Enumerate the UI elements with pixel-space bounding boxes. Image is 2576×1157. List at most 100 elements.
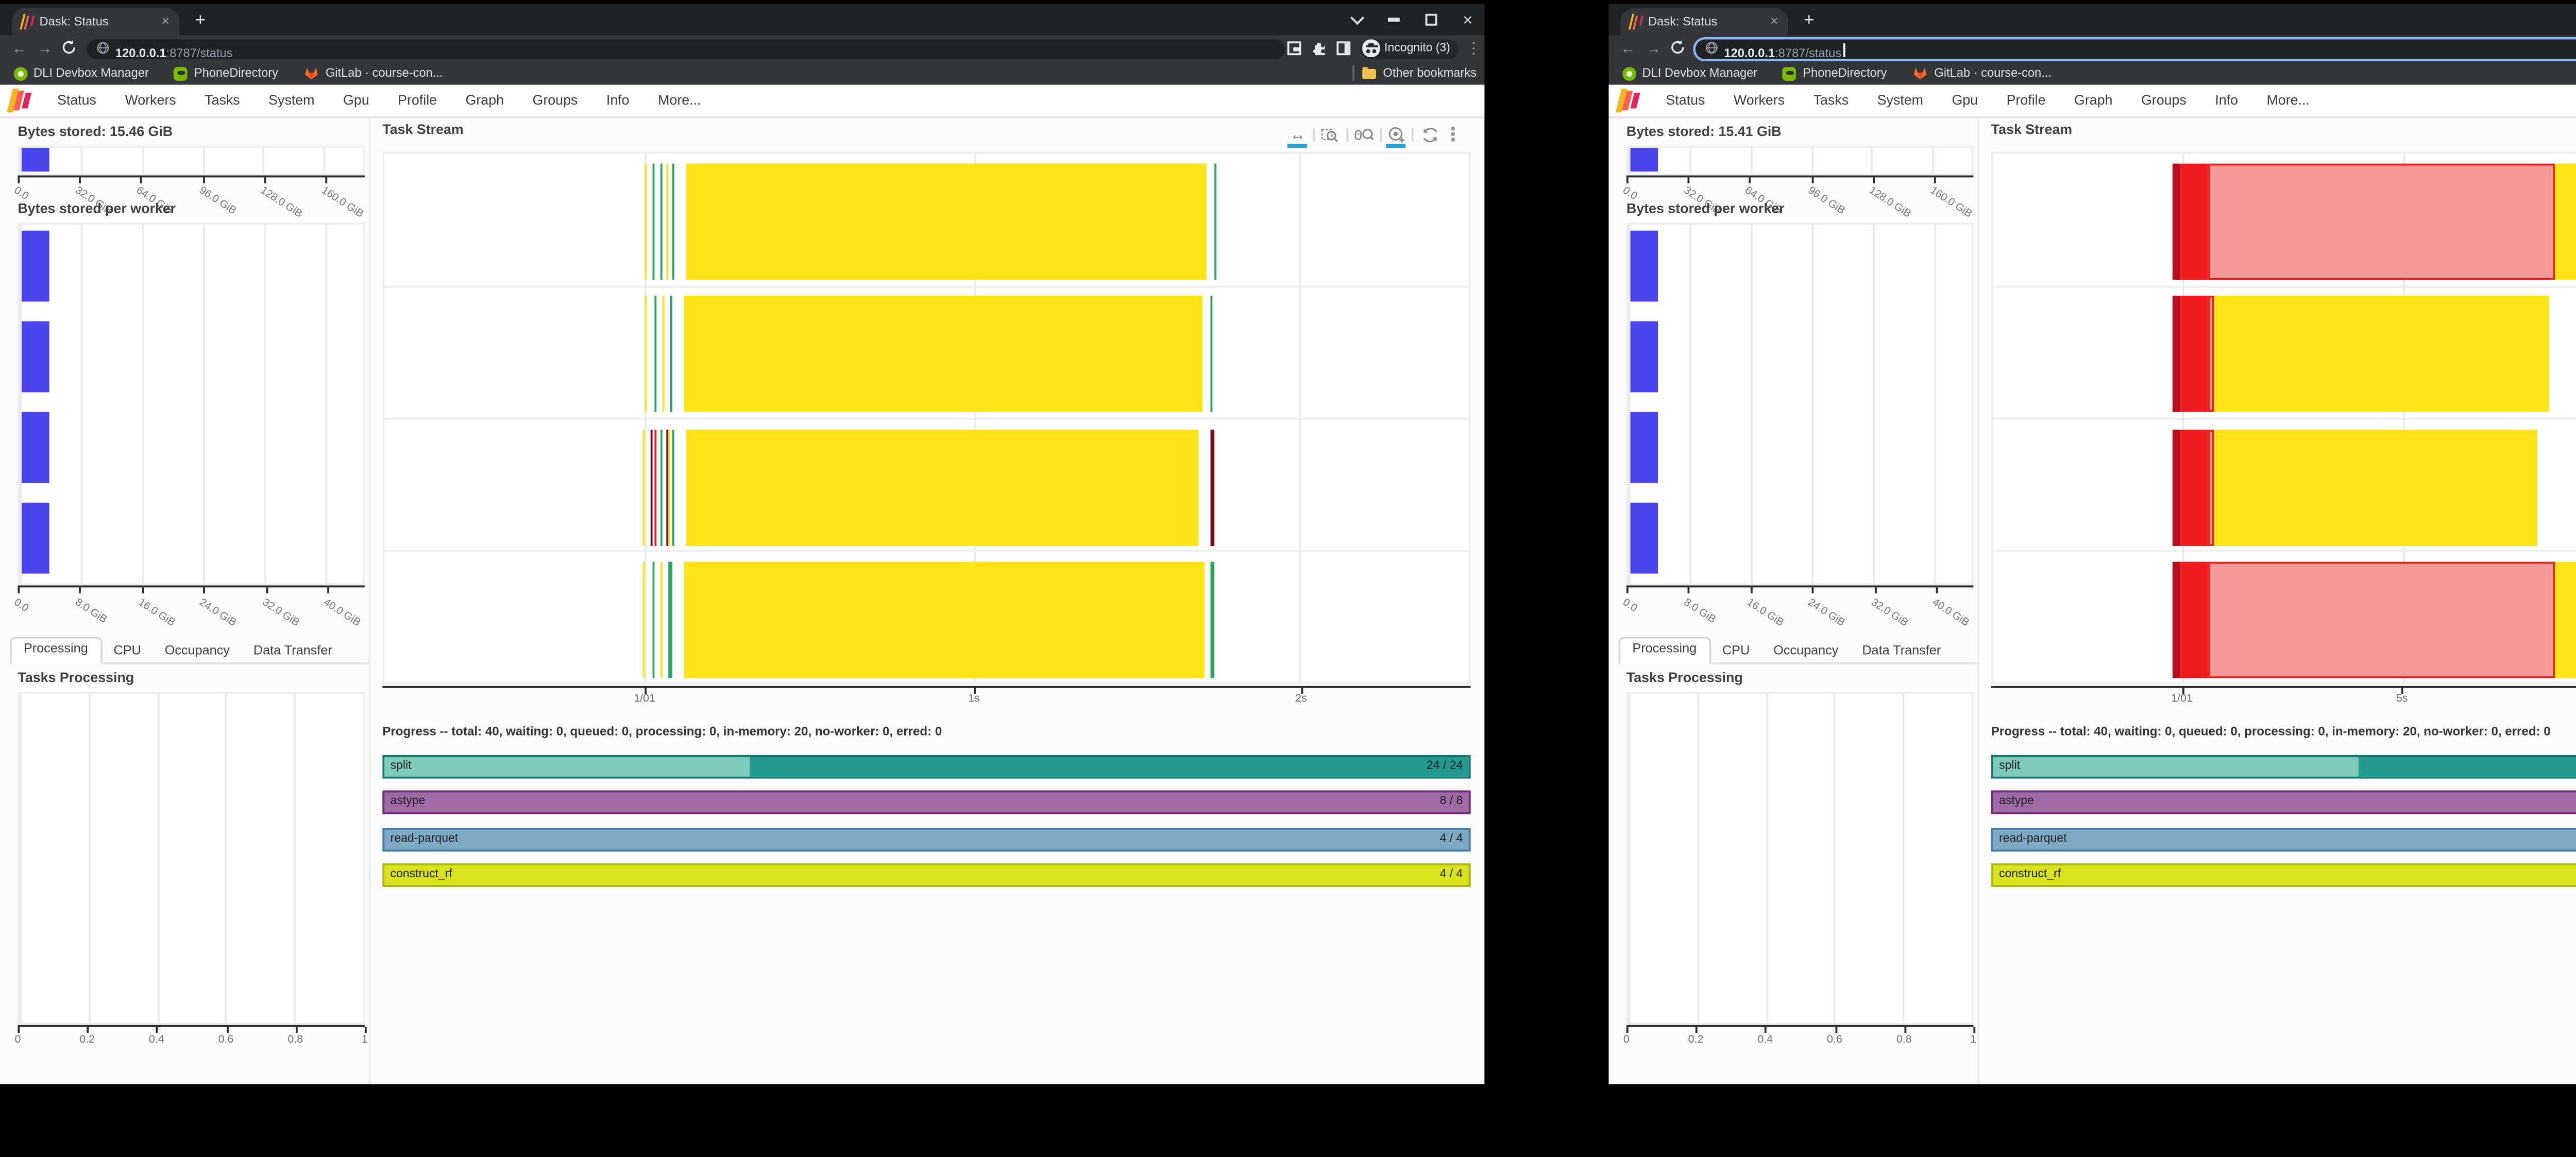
nav-item-gpu[interactable]: Gpu (1952, 93, 1978, 108)
menu-kebab-icon[interactable] (1471, 47, 1475, 50)
panel-tab-occupancy[interactable]: Occupancy (1773, 643, 1839, 658)
panel-tab-occupancy[interactable]: Occupancy (164, 643, 230, 658)
task-stream-title: Task Stream (382, 124, 464, 138)
back-icon[interactable]: ← (1620, 39, 1636, 57)
bookmark-dli-devbox-manager[interactable]: DLI Devbox Manager (1622, 65, 1757, 81)
nav-item-more[interactable]: More... (2266, 93, 2310, 108)
site-info-icon[interactable] (1705, 42, 1718, 55)
incognito-badge[interactable]: Incognito (3) (1361, 38, 1459, 58)
axis-tick (226, 1027, 228, 1033)
axis-tick-label: 1/01 (634, 693, 655, 705)
tasks-processing-chart[interactable] (1626, 692, 1974, 1025)
gridline (1993, 418, 2576, 419)
bytes-stored-chart[interactable] (18, 145, 365, 175)
new-tab-button[interactable]: + (195, 9, 206, 29)
nav-item-more[interactable]: More... (658, 93, 701, 108)
new-tab-button[interactable]: + (1804, 9, 1815, 29)
task-bar (2172, 562, 2180, 678)
reload-icon[interactable] (1670, 40, 1686, 56)
browser-tab[interactable]: Dask: Status × (1620, 8, 1788, 36)
nav-item-tasks[interactable]: Tasks (1813, 93, 1849, 108)
tasks-processing-title: Tasks Processing (1626, 672, 1743, 686)
progress-label: split (390, 761, 412, 773)
bytes-per-worker-chart[interactable] (18, 223, 365, 586)
nav-item-workers[interactable]: Workers (1733, 93, 1785, 108)
address-bar[interactable]: 120.0.0.1:8787/status (87, 38, 1285, 60)
forward-icon[interactable]: → (37, 39, 53, 57)
gridline (1751, 225, 1752, 584)
dashboard-content: Bytes stored: 15.46 GiB 0.0 32.0 GiB 64.0 … (0, 118, 1484, 1084)
close-window-icon[interactable]: × (1463, 10, 1473, 30)
minimize-icon[interactable] (1387, 19, 1399, 21)
gridline (384, 550, 1469, 552)
axis-tick-label: 0 (14, 1034, 21, 1046)
task-bar (2172, 429, 2180, 546)
nav-item-tasks[interactable]: Tasks (205, 93, 240, 108)
window-menu-icon[interactable] (1349, 10, 1364, 24)
bookmark-dli-devbox-manager[interactable]: DLI Devbox Manager (13, 65, 149, 81)
picture-in-picture-icon[interactable] (1288, 41, 1302, 56)
panel-tab-cpu[interactable]: CPU (1722, 643, 1750, 658)
gridline (1628, 225, 1630, 584)
nav-item-graph[interactable]: Graph (2074, 93, 2113, 108)
wheel-zoom-icon[interactable] (1353, 124, 1374, 144)
axis-tick-label: 24.0 GiB (1805, 596, 1847, 629)
reload-icon[interactable] (61, 40, 77, 56)
side-panel-icon[interactable] (1337, 41, 1351, 56)
nav-item-graph[interactable]: Graph (465, 93, 504, 108)
nav-item-info[interactable]: Info (606, 93, 630, 108)
nav-item-gpu[interactable]: Gpu (343, 93, 369, 108)
task-stream-chart[interactable] (1991, 151, 2576, 684)
browser-tab[interactable]: Dask: Status × (11, 8, 180, 36)
site-info-icon[interactable] (97, 42, 110, 55)
nvidia-eye-icon (1783, 66, 1797, 80)
extensions-icon[interactable] (1312, 40, 1328, 56)
nav-item-info[interactable]: Info (2215, 93, 2239, 108)
forward-icon[interactable]: → (1646, 39, 1661, 57)
address-bar[interactable]: 120.0.0.1:8787/status (1695, 38, 2576, 60)
close-tab-icon[interactable]: × (1770, 14, 1778, 29)
nav-item-system[interactable]: System (1877, 93, 1923, 108)
nav-item-profile[interactable]: Profile (398, 93, 437, 108)
panel-tab-processing[interactable]: Processing (1618, 636, 1710, 664)
bookmark-phonedirectory[interactable]: PhoneDirectory (1783, 65, 1887, 81)
task-bar (672, 162, 675, 279)
task-stream-chart[interactable] (382, 151, 1471, 684)
axis-tick-label: 0.2 (1688, 1034, 1704, 1046)
task-stream-panel: Task Stream ↔ 1/01 1s 2s (370, 118, 1475, 1084)
box-zoom-icon[interactable] (1321, 124, 1341, 144)
panel-tab-cpu[interactable]: CPU (113, 643, 141, 658)
nav-item-groups[interactable]: Groups (532, 93, 578, 108)
reset-tool-icon[interactable] (1419, 124, 1439, 144)
tasks-processing-chart[interactable] (18, 692, 365, 1025)
task-bar (1214, 162, 1217, 279)
tasks-processing-axis: 0 0.2 0.4 0.6 0.8 1 (14, 1025, 368, 1046)
dask-navbar: Status Workers Tasks System Gpu Profile Graph G… (0, 84, 1485, 118)
pan-tool-icon[interactable]: ↔ (1287, 124, 1308, 147)
nav-item-workers[interactable]: Workers (125, 93, 176, 108)
bytes-stored-chart[interactable] (1626, 145, 1974, 175)
bytes-per-worker-chart[interactable] (1626, 223, 1974, 586)
back-icon[interactable]: ← (11, 39, 27, 57)
maximize-icon[interactable] (1424, 13, 1437, 26)
bookmark-gitlab-course-con[interactable]: GitLab · course-con... (304, 65, 443, 81)
bookmark-phonedirectory[interactable]: PhoneDirectory (174, 65, 278, 81)
nav-item-groups[interactable]: Groups (2141, 93, 2187, 108)
axis-tick-label: 0.0 (1620, 596, 1639, 615)
gridline (1903, 693, 1904, 1023)
panel-tab-processing[interactable]: Processing (10, 636, 102, 664)
hover-tool-icon[interactable] (1386, 124, 1406, 147)
close-tab-icon[interactable]: × (161, 14, 170, 29)
bookmarks-list: DLI Devbox Manager PhoneDirectory GitLab ·… (1622, 65, 2052, 81)
panel-tab-data-transfer[interactable]: Data Transfer (1862, 643, 1941, 658)
panel-tab-data-transfer[interactable]: Data Transfer (253, 643, 332, 658)
bookmark-gitlab-course-con[interactable]: GitLab · course-con... (1912, 65, 2052, 81)
nav-item-status[interactable]: Status (1666, 93, 1705, 108)
axis-tick (141, 587, 144, 593)
axis-tick-label: 0.6 (218, 1034, 234, 1046)
nav-item-status[interactable]: Status (57, 93, 96, 108)
nav-item-profile[interactable]: Profile (2006, 93, 2046, 108)
worker-bar (1629, 501, 1659, 574)
other-bookmarks[interactable]: Other bookmarks (1351, 61, 1477, 85)
nav-item-system[interactable]: System (268, 93, 315, 108)
